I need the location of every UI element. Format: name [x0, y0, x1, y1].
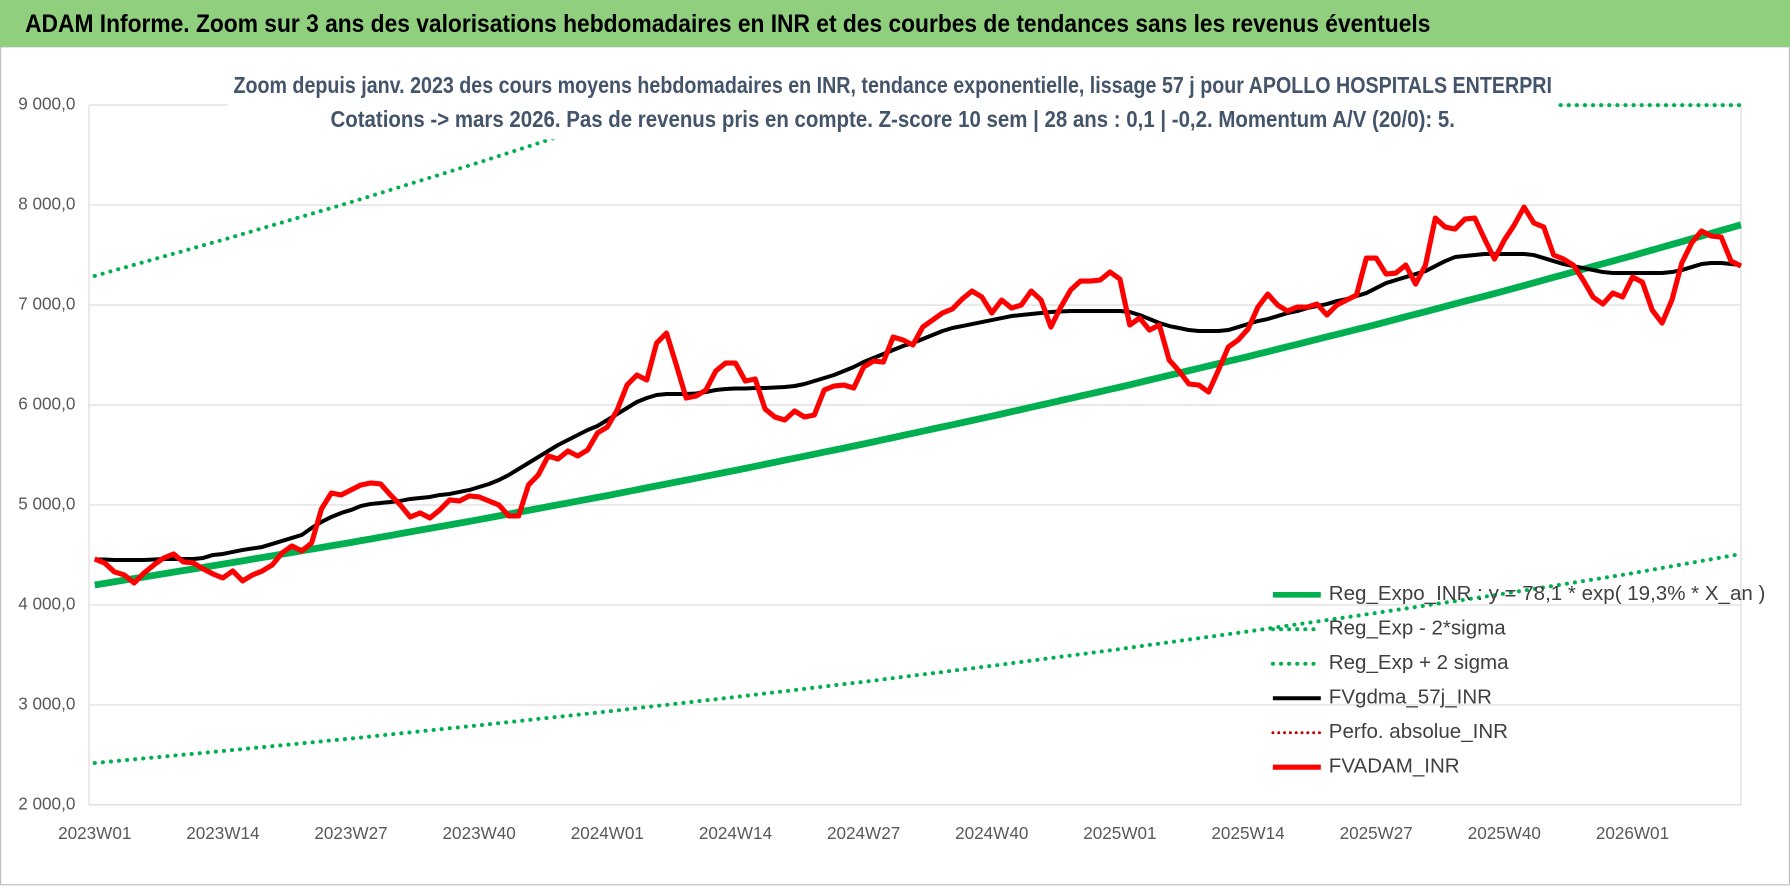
header [0, 0, 1790, 47]
y-tick-label: 8 000,0 [18, 195, 75, 214]
subtitle: Zoom depuis janv. 2023 des cours moyens … [233, 72, 1552, 98]
plot: 2 000,0 3 000,0 4 000,0 5 000,0 6 000,0 7 000… [18, 95, 1743, 843]
legend-label: Perfo. absolue_INR [1329, 720, 1508, 743]
x-tick-label: 2023W40 [443, 824, 516, 843]
y-tick-label: 9 000,0 [18, 95, 75, 114]
x-tick-label: 2023W14 [186, 824, 260, 843]
series-line [92, 551, 1743, 765]
series-line [94, 221, 1742, 589]
legend-label: Reg_Exp - 2*sigma [1329, 617, 1506, 640]
x-tick-label: 2024W01 [571, 824, 644, 843]
x-tick-label: 2024W27 [827, 824, 900, 843]
legend-label: FVgdma_57j_INR [1329, 686, 1492, 709]
x-tick-label: 2023W27 [314, 824, 387, 843]
legend: Reg_Expo_INR : y = 78,1 * exp( 19,3% * X… [1270, 582, 1766, 778]
subtitle-box [228, 68, 1559, 140]
y-tick-label: 4 000,0 [18, 594, 75, 613]
legend-label: Reg_Expo_INR : y = 78,1 * exp( 19,3% * X… [1329, 582, 1766, 605]
y-tick-label: 2 000,0 [18, 794, 75, 813]
header-title: ADAM Informe. Zoom sur 3 ans des valoris… [25, 10, 1430, 38]
y-tick-label: 7 000,0 [18, 295, 75, 314]
y-tick-label: 5 000,0 [18, 494, 75, 513]
series-line [93, 204, 1743, 586]
x-tick-label: 2024W40 [955, 824, 1028, 843]
x-tick-label: 2025W01 [1083, 824, 1156, 843]
y-tick-label: 3 000,0 [18, 694, 75, 713]
legend-label: Reg_Exp + 2 sigma [1329, 651, 1509, 674]
x-tick-label: 2026W01 [1596, 824, 1669, 843]
legend-label: FVADAM_INR [1329, 755, 1460, 778]
x-tick-label: 2025W27 [1340, 824, 1413, 843]
x-tick-label: 2025W14 [1211, 824, 1285, 843]
subtitle: Cotations -> mars 2026. Pas de revenus p… [330, 106, 1454, 132]
y-tick-label: 6 000,0 [18, 395, 75, 414]
series-line [92, 103, 1743, 278]
x-tick-label: 2025W40 [1468, 824, 1541, 843]
x-tick-label: 2024W14 [699, 824, 773, 843]
x-tick-label: 2023W01 [58, 824, 131, 843]
